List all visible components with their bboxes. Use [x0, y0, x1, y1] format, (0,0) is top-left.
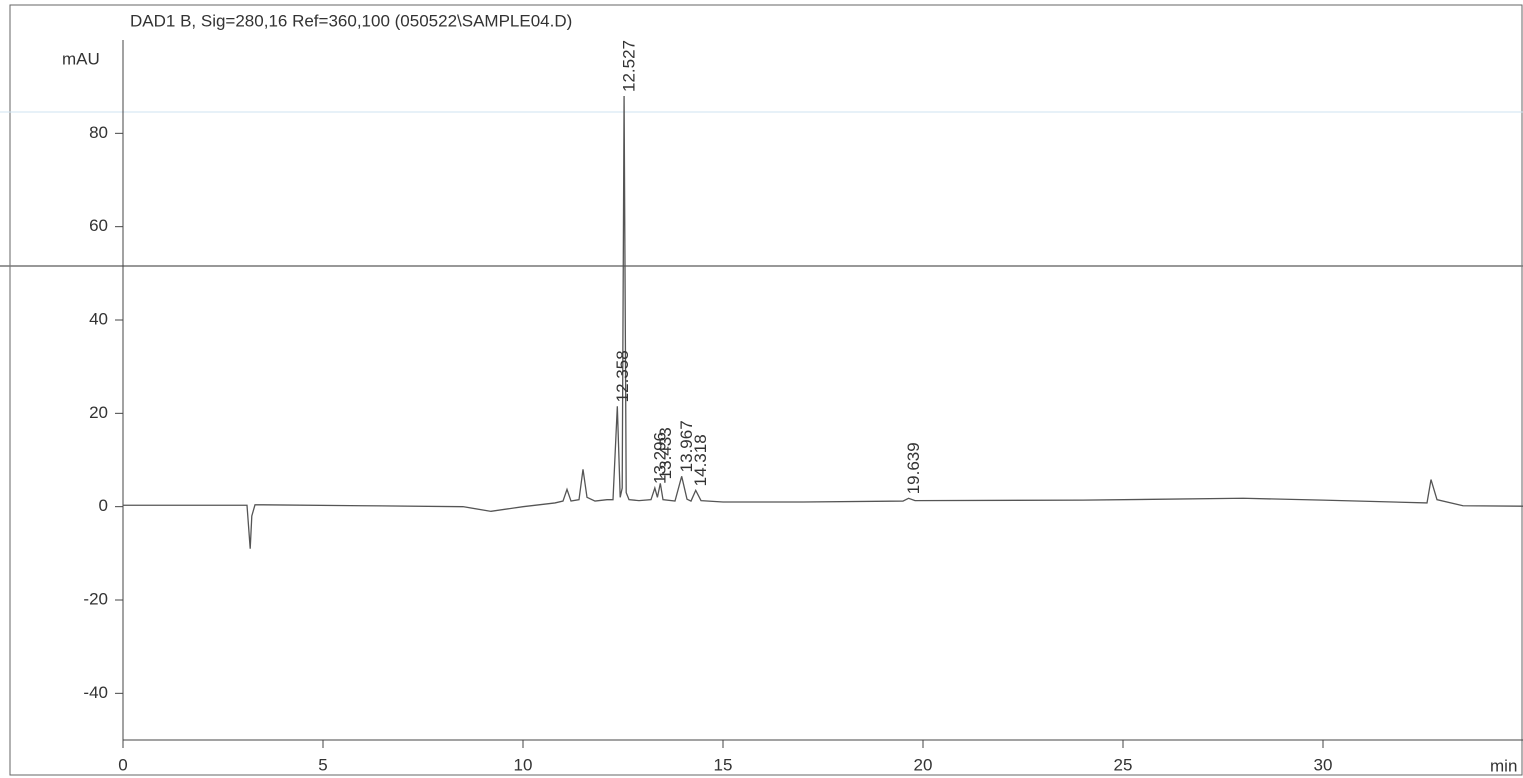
x-tick-label: 25 [1114, 755, 1133, 774]
y-tick-label: 80 [89, 123, 108, 142]
peak-label: 19.639 [904, 442, 923, 494]
x-tick-label: 30 [1314, 755, 1333, 774]
frame [9, 4, 1523, 776]
peak-label: 12.358 [613, 350, 632, 402]
y-axis-label: mAU [62, 49, 100, 68]
y-tick-label: 60 [89, 216, 108, 235]
peak-label: 13.296 [650, 432, 669, 484]
peak-label: 13.967 [677, 420, 696, 472]
x-axis-label: min [1490, 756, 1517, 775]
x-tick-label: 10 [514, 755, 533, 774]
trace [123, 95, 1523, 549]
y-tick-label: 20 [89, 403, 108, 422]
x-tick-label: 20 [914, 755, 933, 774]
y-tick-label: 0 [99, 496, 108, 515]
peak-label: 14.318 [691, 434, 710, 486]
y-tick-label: -20 [83, 589, 108, 608]
peak-label: 13.433 [656, 427, 675, 479]
y-tick-label: -40 [83, 683, 108, 702]
x-tick-label: 15 [714, 755, 733, 774]
x-tick-label: 0 [118, 755, 127, 774]
x-tick-label: 5 [318, 755, 327, 774]
chart-title: DAD1 B, Sig=280,16 Ref=360,100 (050522\S… [130, 11, 572, 30]
y-tick-label: 40 [89, 309, 108, 328]
peak-label: 12.527 [620, 40, 639, 92]
